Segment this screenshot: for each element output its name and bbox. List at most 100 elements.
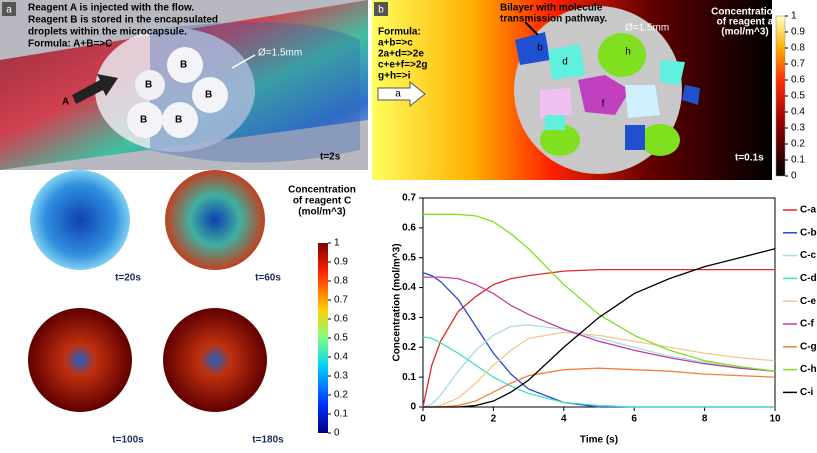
- reagent-label: A: [62, 97, 69, 108]
- x-tick-label: 8: [702, 414, 708, 425]
- y-tick-label: 0.6: [402, 222, 416, 233]
- colorbar-tick-label: 0.3: [334, 371, 348, 382]
- annotation: Bilayer with molecule: [500, 3, 603, 14]
- legend-label: C-i: [800, 387, 814, 398]
- colorbar-tick-label: 0.4: [791, 107, 805, 118]
- diameter: Ø=1.5mm: [625, 23, 669, 34]
- time-label: t=60s: [255, 273, 281, 284]
- colorbar-tick-label: 0.8: [334, 276, 348, 287]
- panel-label: b: [378, 5, 384, 16]
- formula: 2a+d=>2e: [378, 49, 424, 60]
- droplet-label: f: [602, 99, 605, 110]
- colorbar-tick-label: 0.1: [334, 409, 348, 420]
- panel-b-top: b Formula: a+b=>c 2a+d=>2e c+e+f=>2g g+h…: [372, 0, 817, 180]
- reagent-label: B: [175, 115, 182, 126]
- legend-label: C-d: [800, 273, 817, 284]
- reagent-label: B: [205, 90, 212, 101]
- legend-label: C-c: [800, 250, 817, 261]
- time-label: t=180s: [252, 435, 284, 446]
- colorbar-tick-label: 1: [334, 238, 340, 249]
- diameter: Ø=1.5mm: [258, 48, 302, 59]
- time-label: t=20s: [115, 273, 141, 284]
- colorbar-tick-label: 0.4: [334, 352, 348, 363]
- description: droplets within the microcapsule.: [28, 27, 187, 38]
- y-tick-label: 0.2: [402, 342, 416, 353]
- colorbar-tick-label: 0.7: [791, 59, 805, 70]
- colorbar-tick-label: 0: [791, 171, 797, 182]
- legend-label: C-a: [800, 205, 817, 216]
- droplet-label: b: [537, 43, 543, 54]
- colorbar-title: of reagent C: [293, 196, 351, 207]
- legend-label: C-h: [800, 364, 817, 375]
- y-tick-label: 0: [410, 402, 416, 413]
- y-tick-label: 0.7: [402, 193, 416, 204]
- time-label: t=2s: [320, 152, 341, 163]
- colorbar-tick-label: 0.7: [334, 295, 348, 306]
- reagent-label: B: [180, 60, 187, 71]
- y-tick-label: 0.4: [402, 282, 416, 293]
- legend-label: C-g: [800, 341, 817, 352]
- series-line: [423, 331, 776, 408]
- series-line: [423, 276, 776, 372]
- colorbar-tick-label: 0: [334, 428, 340, 439]
- colorbar-tick-label: 0.5: [334, 333, 348, 344]
- formula: Formula:: [378, 27, 421, 38]
- colorbar-title: Concentration: [711, 7, 779, 18]
- x-tick-label: 0: [420, 414, 426, 425]
- legend-label: C-b: [800, 227, 817, 238]
- colorbar-tick-label: 0.9: [791, 27, 805, 38]
- x-tick-label: 6: [631, 414, 637, 425]
- formula: a+b=>c: [378, 38, 413, 49]
- colorbar-tick-label: 0.8: [791, 43, 805, 54]
- x-axis-label: Time (s): [580, 435, 618, 446]
- series-line: [422, 272, 775, 408]
- colorbar-tick-label: 0.6: [791, 75, 805, 86]
- colorbar-title: of reagent a: [717, 17, 774, 28]
- description: Reagent A is injected with the flow.: [28, 3, 194, 14]
- legend-label: C-e: [800, 296, 817, 307]
- legend-label: C-f: [800, 319, 815, 330]
- y-axis-label: Concentration (mol/m^3): [392, 243, 403, 361]
- colorbar-tick-label: 1: [791, 11, 797, 22]
- colorbar-tick-label: 0.3: [791, 123, 805, 134]
- colorbar-title: (mol/m^3): [298, 207, 346, 218]
- y-tick-label: 0.5: [402, 252, 416, 263]
- time-label: t=0.1s: [735, 153, 764, 164]
- annotation: transmission pathway.: [500, 14, 607, 25]
- x-tick-label: 4: [561, 414, 567, 425]
- y-tick-label: 0.1: [402, 372, 416, 383]
- series-line: [423, 213, 776, 372]
- colorbar-title: (mol/m^3): [721, 27, 769, 38]
- colorbar-tick-label: 0.2: [791, 139, 805, 150]
- description: Reagent B is stored in the encapsulated: [28, 15, 218, 26]
- series-line: [423, 367, 776, 408]
- reagent-label: B: [140, 115, 147, 126]
- colorbar-tick-label: 0.5: [791, 91, 805, 102]
- y-tick-label: 0.3: [402, 312, 416, 323]
- x-tick-label: 10: [769, 414, 781, 425]
- panel-label: a: [6, 5, 12, 16]
- colorbar-tick-label: 0.2: [334, 390, 348, 401]
- panel-a-bottom: t=20s t=60s t=100s t=180s Concentration …: [28, 170, 356, 446]
- droplet-label: d: [562, 57, 568, 68]
- line-chart: 0 0.1 0.2 0.3 0.4 0.5 0.6 0.7 0 2 4 6 8 10 Time (s) Con…: [392, 193, 817, 446]
- panel-a-top: a Reagent A is injected with the flow. R…: [0, 0, 368, 170]
- series-line: [422, 336, 775, 408]
- colorbar-tick-label: 0.9: [334, 257, 348, 268]
- formula: Formula: A+B=>C: [28, 39, 112, 50]
- inlet-label: a: [395, 89, 401, 100]
- series-line: [423, 248, 776, 408]
- formula: g+h=>i: [378, 71, 411, 82]
- x-tick-label: 2: [491, 414, 497, 425]
- time-label: t=100s: [112, 435, 144, 446]
- colorbar-title: Concentration: [288, 185, 356, 196]
- droplet-label: h: [625, 47, 631, 58]
- colorbar-tick-label: 0.6: [334, 314, 348, 325]
- reagent-label: B: [145, 80, 152, 91]
- formula: c+e+f=>2g: [378, 60, 427, 71]
- plot-frame: [422, 197, 776, 408]
- colorbar-tick-label: 0.1: [791, 155, 805, 166]
- series-line: [422, 269, 775, 408]
- series-line: [422, 324, 776, 408]
